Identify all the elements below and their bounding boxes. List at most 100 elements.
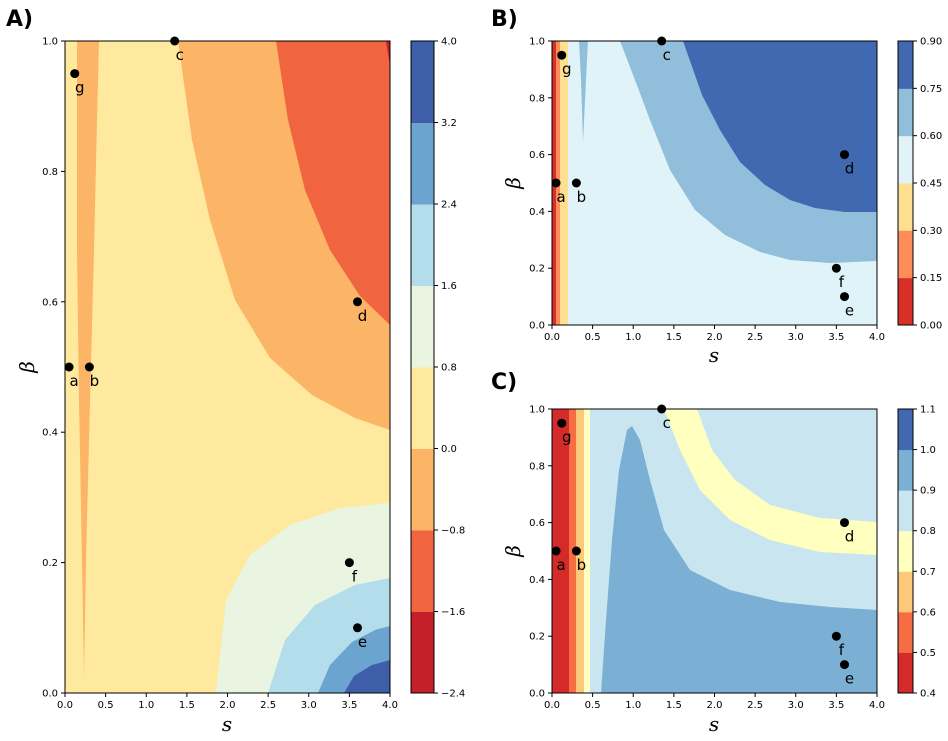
colorbar-segment-c [898,571,913,613]
colorbar-label-a: 1.6 [441,281,457,292]
region-b-dip [579,41,588,142]
xtick-label-a: 3.0 [301,700,317,711]
colorbar-label-c: 0.8 [920,526,936,537]
colorbar-segment-c [898,409,913,451]
axes-c: 0.0 0.5 1.0 1.5 2.0 2.5 3.0 3.5 4.0 0.0 0.2 0.4 0.6 0… [529,405,885,712]
colorbar-segment-b [898,277,913,326]
colorbar-segment-b [898,41,913,89]
xlabel-a: s [222,712,232,736]
colorbar-segment-a [411,204,434,286]
point-e-a [353,623,362,633]
axes-b: 0.0 0.5 1.0 1.5 2.0 2.5 3.0 3.5 4.0 0.0 0.2 0.4 0.6 0… [529,37,885,344]
point-label-a-a: a [69,372,78,390]
point-label-g-a: g [75,79,85,97]
point-b-c [571,546,581,556]
ytick-label-a: 0.0 [42,689,58,700]
points-b: a b c d ef g [551,36,855,320]
xtick-label-b: 4.0 [869,332,885,343]
colorbar-label-c: 1.1 [920,405,936,416]
colorbar-segment-c [898,449,913,491]
xlabel-c: s [709,712,719,736]
ytick-label-c: 1.0 [529,405,545,416]
xtick-label-c: 3.0 [788,700,804,711]
point-label-d-a: d [358,307,368,325]
region-a-neg16 [276,41,390,325]
point-a-a [64,362,74,372]
colorbar-label-b: 0.00 [920,321,942,332]
point-label-e-b: e [845,302,854,320]
colorbar-label-c: 0.9 [920,486,936,497]
xtick-label-b: 3.0 [788,332,804,343]
point-label-d-b: d [845,160,855,178]
colorbar-label-a: −0.8 [441,526,465,537]
ytick-label-a: 0.8 [42,167,58,178]
xtick-label-a: 2.5 [260,700,276,711]
colorbar-label-b: 0.90 [920,37,942,48]
ytick-label-b: 0.2 [529,264,545,275]
colorbar-label-c: 1.0 [920,445,936,456]
point-f-b [831,263,841,273]
xtick-label-c: 3.5 [828,700,844,711]
region-b-030 [560,41,568,325]
ytick-label-c: 0.2 [529,632,545,643]
point-c-b [657,36,667,46]
panel-label-b: B) [491,7,518,32]
xtick-label-b: 3.5 [828,332,844,343]
xtick-label-b: 0.5 [585,332,601,343]
points-c: a b c d ef g [551,404,855,688]
xtick-label-a: 0.5 [98,700,114,711]
xtick-label-a: 2.0 [220,700,236,711]
xtick-label-b: 0.0 [544,332,560,343]
colorbar-label-c: 0.6 [920,607,936,618]
colorbar-a: −2.4 −1.6 −0.8 0.0 0.8 1.6 2.4 3.2 4.0 [410,37,465,700]
point-label-c-b: c [663,46,671,64]
region-c-07 [584,409,590,693]
xtick-label-a: 1.0 [138,700,154,711]
point-label-c-c: c [663,414,671,432]
colorbar-segment-b [898,135,913,184]
colorbar-label-a: 0.8 [441,363,457,374]
colorbar-label-b: 0.30 [920,226,942,237]
point-b-a [84,362,94,372]
xtick-label-a: 3.5 [341,700,357,711]
point-label-g-b: g [562,60,572,78]
ylabel-b: β [501,177,525,190]
ytick-label-a: 1.0 [42,37,58,48]
panel-b-plot: 0.0 0.5 1.0 1.5 2.0 2.5 3.0 3.5 4.0 0.0 0.2 0.4 0.6 0… [501,36,885,367]
colorbar-label-b: 0.60 [920,131,942,142]
point-f-a [344,558,354,568]
ytick-label-a: 0.6 [42,297,58,308]
ylabel-a: β [15,361,39,374]
point-label-f-a: f [352,568,358,586]
point-c-a [170,36,180,46]
ytick-label-a: 0.4 [42,428,58,439]
xtick-label-c: 1.0 [625,700,641,711]
point-label-g-c: g [562,428,572,446]
xtick-label-c: 1.5 [666,700,682,711]
colorbar-segment-b [898,88,913,137]
point-g-a [70,69,80,79]
region-c-09 [601,426,877,693]
ytick-label-a: 0.2 [42,558,58,569]
colorbar-segment-c [898,490,913,532]
ylabel-c: β [501,545,525,558]
xlabel-b: s [709,343,719,367]
colorbar-b: 0.00 0.15 0.30 0.45 0.60 0.75 0.90 [897,37,942,332]
panel-a-plot: 0.0 0.5 1.0 1.5 2.0 2.5 3.0 3.5 4.0 0.0 0.2 0.4 0.6 0… [15,36,398,736]
colorbar-label-b: 0.75 [920,84,942,95]
xtick-label-c: 2.5 [747,700,763,711]
point-label-d-c: d [845,528,855,546]
colorbar-segment-a [411,611,434,694]
colorbar-label-c: 0.7 [920,567,936,578]
axes-a: 0.0 0.5 1.0 1.5 2.0 2.5 3.0 3.5 4.0 0.0 0.2 0.4 0.6 0… [42,37,398,712]
region-c-07-band [664,409,877,555]
point-label-c-a: c [176,46,184,64]
xtick-label-c: 0.0 [544,700,560,711]
colorbar-segment-c [898,652,913,694]
ytick-label-c: 0.0 [529,689,545,700]
panel-label-a: A) [6,7,33,32]
xtick-label-a: 4.0 [382,700,398,711]
point-label-a-b: a [556,188,565,206]
point-g-b [557,50,567,60]
